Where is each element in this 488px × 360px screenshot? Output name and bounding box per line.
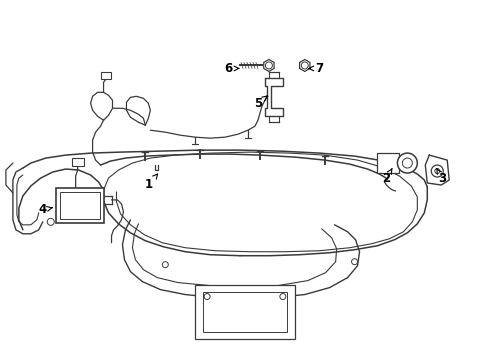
Text: 1: 1 xyxy=(144,174,157,192)
Circle shape xyxy=(434,168,439,174)
Bar xyxy=(60,192,100,219)
Polygon shape xyxy=(299,59,309,71)
Circle shape xyxy=(162,262,168,268)
Bar xyxy=(377,153,399,173)
Polygon shape xyxy=(263,59,273,71)
Circle shape xyxy=(47,219,54,225)
Circle shape xyxy=(430,165,442,177)
Text: 5: 5 xyxy=(253,96,266,110)
Bar xyxy=(72,158,83,166)
Bar xyxy=(56,188,103,223)
Bar xyxy=(203,292,286,332)
Bar xyxy=(101,72,110,80)
Circle shape xyxy=(397,153,416,173)
Text: 3: 3 xyxy=(436,168,446,185)
Circle shape xyxy=(301,62,307,69)
Text: 7: 7 xyxy=(308,62,323,75)
Circle shape xyxy=(265,62,272,69)
Circle shape xyxy=(402,158,411,168)
Circle shape xyxy=(351,259,357,265)
Text: 4: 4 xyxy=(39,203,52,216)
Bar xyxy=(195,285,294,339)
Text: 6: 6 xyxy=(224,62,238,75)
Circle shape xyxy=(279,293,285,300)
Circle shape xyxy=(203,293,210,300)
Text: 2: 2 xyxy=(382,168,391,185)
